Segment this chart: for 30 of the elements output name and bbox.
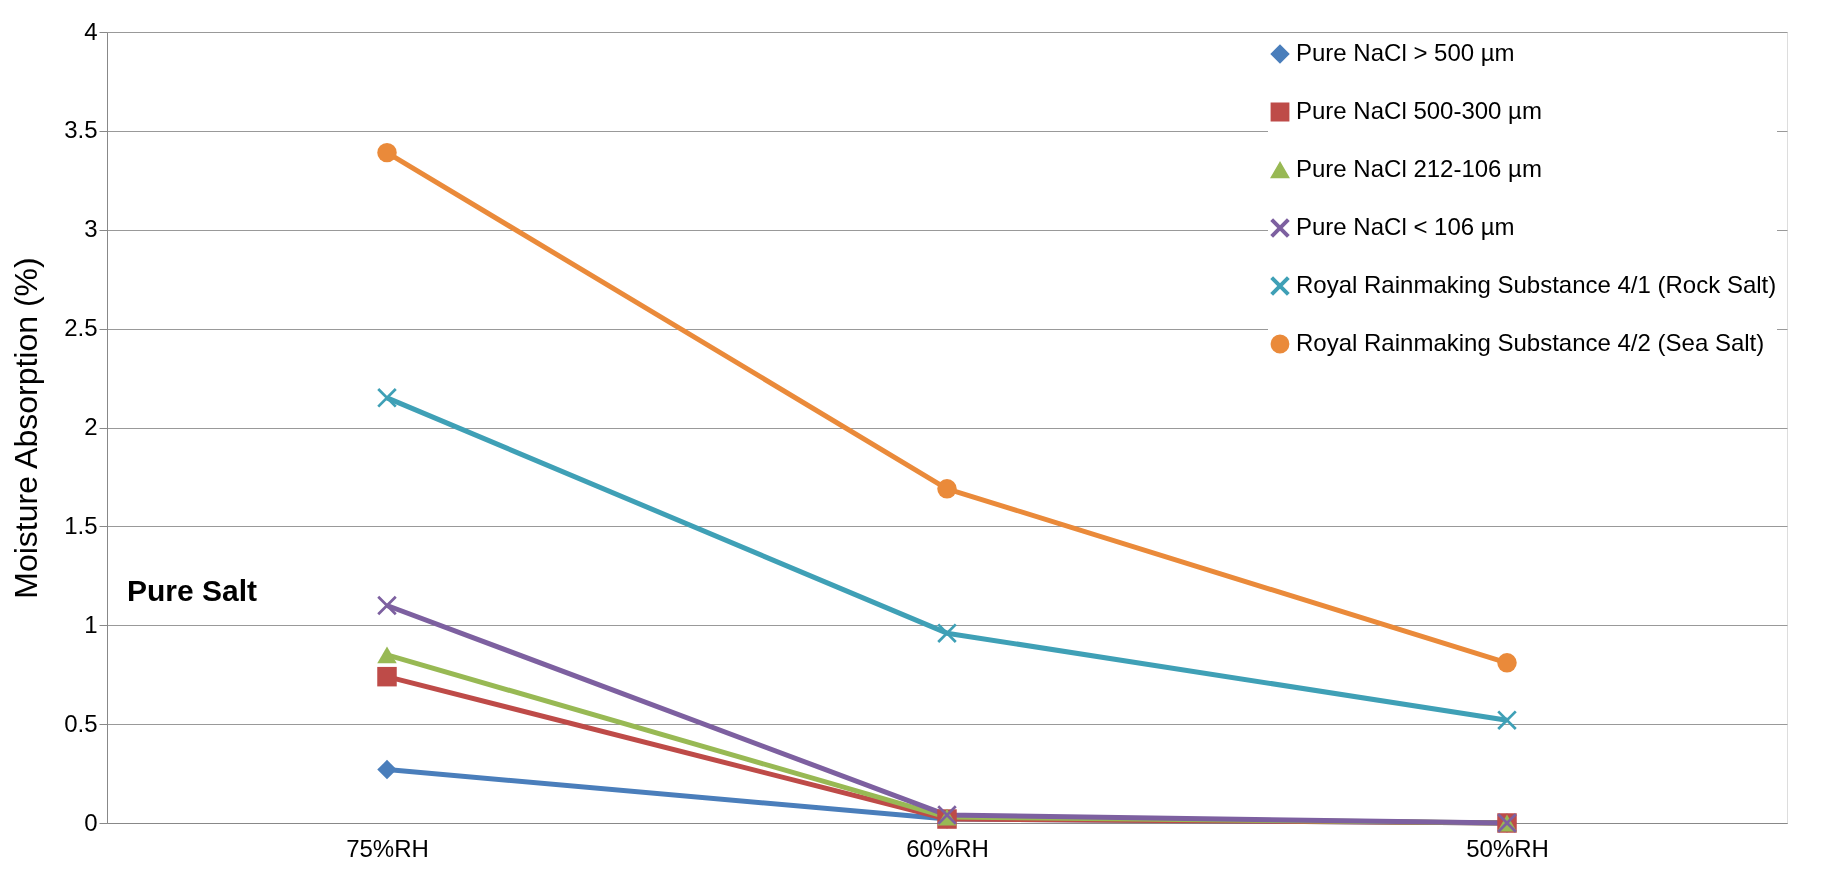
point [377, 759, 397, 780]
point [1497, 653, 1517, 673]
x-tick-label: 50%RH [1466, 834, 1549, 862]
legend-label: Royal Rainmaking Substance 4/1 (Rock Salt) [1296, 271, 1777, 298]
point [377, 388, 397, 408]
annotation: Pure Salt [126, 574, 257, 607]
point [377, 595, 397, 616]
y-tick-label: 1.5 [64, 511, 98, 539]
point [1497, 710, 1517, 730]
y-tick-label: 0.5 [64, 709, 98, 737]
point [377, 646, 397, 664]
y-tick-label: 0 [84, 808, 98, 836]
point [937, 479, 957, 499]
legend-label: Pure NaCl 500-300 µm [1296, 97, 1542, 124]
y-tick-label: 2.5 [64, 314, 98, 342]
point [377, 666, 397, 687]
legend-label: Pure NaCl > 500 µm [1296, 39, 1515, 66]
y-tick-label: 2 [84, 413, 98, 440]
legend-label: Pure NaCl 212-106 µm [1296, 155, 1542, 182]
point [377, 142, 397, 163]
x-tick-label: 75%RH [346, 834, 429, 862]
x-tick-label: 60%RH [906, 834, 989, 862]
y-tick-label: 3 [84, 215, 98, 243]
y-axis-title: Moisture Absorption (%) [8, 257, 45, 599]
y-tick-label: 4 [84, 17, 98, 45]
legend-label: Royal Rainmaking Substance 4/2 (Sea Salt) [1296, 329, 1765, 356]
legend-label: Pure NaCl < 106 µm [1296, 213, 1515, 240]
point [937, 623, 957, 643]
y-tick-label: 3.5 [64, 116, 98, 144]
y-tick-label: 1 [84, 610, 98, 638]
